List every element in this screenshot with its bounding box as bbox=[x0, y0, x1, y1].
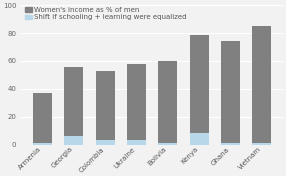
Bar bbox=[96, 71, 115, 140]
Bar bbox=[253, 26, 271, 143]
Bar bbox=[64, 67, 83, 144]
Bar bbox=[64, 136, 83, 144]
Bar bbox=[127, 140, 146, 144]
Bar bbox=[33, 93, 52, 143]
Bar bbox=[190, 133, 208, 144]
Bar bbox=[96, 71, 115, 144]
Bar bbox=[221, 143, 240, 144]
Bar bbox=[190, 34, 208, 144]
Bar bbox=[33, 93, 52, 144]
Bar bbox=[64, 67, 83, 136]
Bar bbox=[127, 64, 146, 144]
Bar bbox=[158, 61, 177, 144]
Legend: Women's income as % of men, Shift if schooling + learning were equalized: Women's income as % of men, Shift if sch… bbox=[25, 6, 188, 21]
Bar bbox=[190, 34, 208, 133]
Bar bbox=[253, 143, 271, 144]
Bar bbox=[33, 143, 52, 144]
Bar bbox=[221, 42, 240, 144]
Bar bbox=[253, 26, 271, 144]
Bar bbox=[221, 42, 240, 143]
Bar bbox=[158, 61, 177, 143]
Bar bbox=[96, 140, 115, 144]
Bar bbox=[158, 143, 177, 144]
Bar bbox=[127, 64, 146, 140]
